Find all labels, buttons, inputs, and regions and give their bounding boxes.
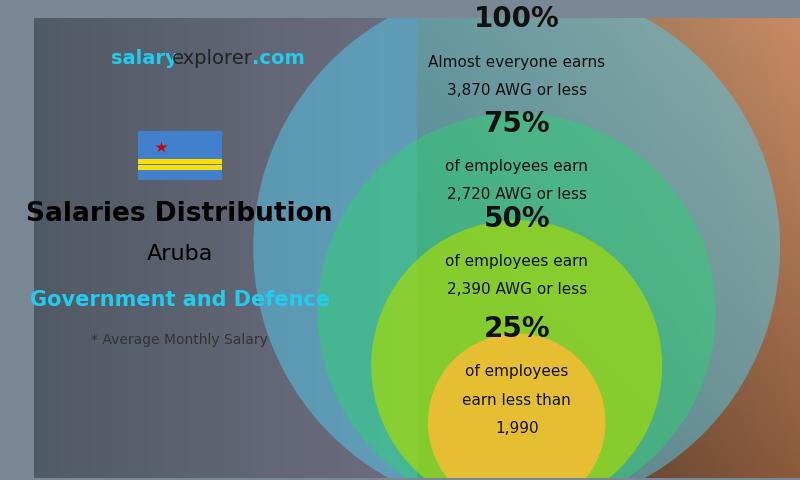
Text: earn less than: earn less than xyxy=(462,393,571,408)
Text: 50%: 50% xyxy=(483,204,550,232)
Text: 100%: 100% xyxy=(474,5,559,34)
Text: Government and Defence: Government and Defence xyxy=(30,290,330,310)
Text: of employees earn: of employees earn xyxy=(446,159,588,174)
Text: salary: salary xyxy=(110,49,178,68)
FancyBboxPatch shape xyxy=(138,159,222,164)
Text: 3,870 AWG or less: 3,870 AWG or less xyxy=(446,83,586,98)
Text: .com: .com xyxy=(252,49,305,68)
Text: * Average Monthly Salary: * Average Monthly Salary xyxy=(91,333,268,347)
Text: 75%: 75% xyxy=(483,109,550,138)
Text: 2,720 AWG or less: 2,720 AWG or less xyxy=(446,187,586,203)
Text: 2,390 AWG or less: 2,390 AWG or less xyxy=(446,282,586,297)
Ellipse shape xyxy=(254,0,780,480)
Text: Almost everyone earns: Almost everyone earns xyxy=(428,55,606,70)
FancyBboxPatch shape xyxy=(138,165,222,169)
FancyBboxPatch shape xyxy=(138,132,222,180)
Ellipse shape xyxy=(371,220,662,480)
Text: Salaries Distribution: Salaries Distribution xyxy=(26,201,333,227)
Text: explorer: explorer xyxy=(172,49,253,68)
Text: of employees: of employees xyxy=(465,364,568,379)
Ellipse shape xyxy=(318,113,716,480)
Text: of employees earn: of employees earn xyxy=(446,254,588,269)
Text: Aruba: Aruba xyxy=(146,244,213,264)
Text: 25%: 25% xyxy=(483,315,550,343)
Ellipse shape xyxy=(428,334,606,480)
Text: 1,990: 1,990 xyxy=(495,421,538,436)
